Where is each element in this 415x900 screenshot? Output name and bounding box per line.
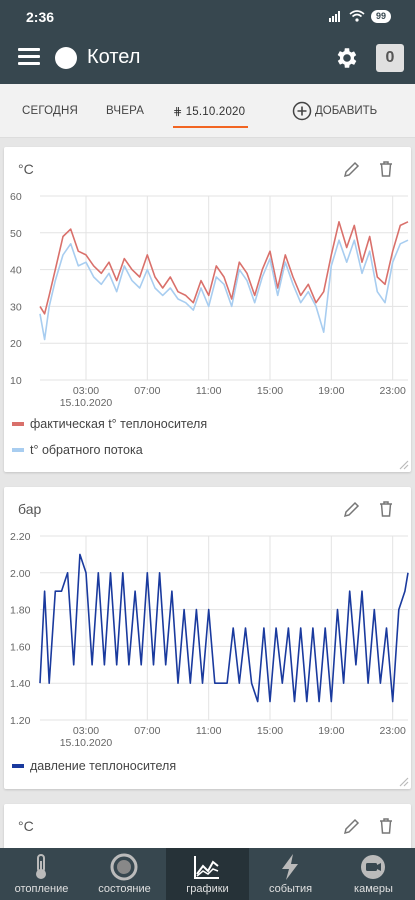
chart-card-temperature: °C 60 50 40 30 20 10 03:00 15.10.2020 07:00 11:00… xyxy=(4,147,411,472)
legend-label: давление теплоносителя xyxy=(30,759,177,773)
series-line xyxy=(39,239,409,341)
signal-icon xyxy=(328,11,340,22)
y-tick-label: 1.40 xyxy=(10,678,31,690)
date-tabs: СЕГОДНЯ ВЧЕРА ⋕ 15.10.2020 ДОБАВИТЬ xyxy=(0,84,415,138)
edit-icon[interactable] xyxy=(342,159,362,179)
x-tick-sublabel: 15.10.2020 xyxy=(60,737,113,749)
legend-swatch-red xyxy=(12,422,24,426)
nav-label: графики xyxy=(186,883,229,895)
legend-swatch-blue xyxy=(12,764,24,768)
nav-charts[interactable]: графики xyxy=(166,848,249,900)
nav-label: камеры xyxy=(354,883,393,895)
notification-counter[interactable]: 0 xyxy=(376,44,404,72)
y-tick-label: 40 xyxy=(10,265,22,277)
legend-swatch-blue xyxy=(12,448,24,452)
y-tick-label: 1.20 xyxy=(10,715,31,727)
y-tick-label: 60 xyxy=(10,191,22,203)
legend-label: фактическая t° теплоносителя xyxy=(30,417,208,431)
x-tick-label: 23:00 xyxy=(380,385,406,397)
status-time: 2:36 xyxy=(26,9,55,25)
add-chart-button[interactable]: ДОБАВИТЬ xyxy=(292,101,377,121)
x-tick-label: 23:00 xyxy=(380,725,406,737)
y-tick-label: 2.00 xyxy=(10,568,31,580)
tab-yesterday[interactable]: ВЧЕРА xyxy=(106,105,145,117)
camera-icon xyxy=(361,855,385,879)
trash-icon[interactable] xyxy=(376,159,396,179)
gear-icon[interactable] xyxy=(334,45,360,71)
lightning-icon xyxy=(282,854,298,880)
trash-icon[interactable] xyxy=(376,499,396,519)
menu-icon[interactable] xyxy=(18,48,40,66)
app-bar: Котел 0 xyxy=(0,32,415,84)
series-line xyxy=(39,221,409,315)
x-tick-label: 19:00 xyxy=(318,385,344,397)
connection-status-dot xyxy=(55,47,77,69)
thermometer-icon xyxy=(36,854,46,879)
tab-today[interactable]: СЕГОДНЯ xyxy=(22,105,79,117)
nav-label: события xyxy=(268,883,313,895)
tab-date-label: 15.10.2020 xyxy=(185,106,246,118)
bottom-navigation: отопление состояние графики события каме… xyxy=(0,848,415,900)
y-tick-label: 10 xyxy=(10,375,22,387)
trash-icon[interactable] xyxy=(376,816,396,836)
x-tick-label: 19:00 xyxy=(318,725,344,737)
add-circle-icon xyxy=(292,101,312,121)
legend-item: фактическая t° теплоносителя xyxy=(12,417,207,431)
edit-icon[interactable] xyxy=(342,816,362,836)
calendar-glyph-icon: ⋕ xyxy=(173,106,186,118)
tab-active-indicator xyxy=(173,126,248,128)
nav-cameras[interactable]: камеры xyxy=(332,848,415,900)
series-line xyxy=(39,553,409,703)
x-tick-sublabel: 15.10.2020 xyxy=(60,397,113,409)
nav-events[interactable]: события xyxy=(249,848,332,900)
chart-unit-label: °C xyxy=(18,161,34,177)
x-tick-label: 15:00 xyxy=(257,385,283,397)
x-tick-label: 11:00 xyxy=(196,725,222,737)
status-ring-icon xyxy=(110,853,138,881)
resize-handle-icon[interactable] xyxy=(397,458,409,470)
chart-unit-label: бар xyxy=(18,501,42,517)
resize-handle-icon[interactable] xyxy=(397,775,409,787)
battery-indicator: 99 xyxy=(370,9,391,23)
edit-icon[interactable] xyxy=(342,499,362,519)
nav-label: отопление xyxy=(14,883,69,895)
legend-item: t° обратного потока xyxy=(12,443,143,457)
x-tick-label: 07:00 xyxy=(134,385,160,397)
y-tick-label: 50 xyxy=(10,228,22,240)
nav-heating[interactable]: отопление xyxy=(0,848,83,900)
x-tick-label: 15:00 xyxy=(257,725,283,737)
chart-unit-label: °C xyxy=(18,818,34,834)
x-tick-label: 03:00 xyxy=(73,385,99,397)
y-tick-label: 2.20 xyxy=(10,531,31,543)
x-tick-label: 07:00 xyxy=(134,725,160,737)
x-tick-label: 03:00 xyxy=(73,725,99,737)
chart-card-pressure: бар 2.20 2.00 1.80 1.60 1.40 1.20 03:00 15.10.2… xyxy=(4,487,411,789)
legend-label: t° обратного потока xyxy=(30,443,143,457)
legend-item: давление теплоносителя xyxy=(12,759,176,773)
page-title: Котел xyxy=(87,46,141,68)
x-tick-label: 11:00 xyxy=(196,385,222,397)
status-bar: 2:36 99 xyxy=(0,0,415,32)
nav-status[interactable]: состояние xyxy=(83,848,166,900)
chart-icon xyxy=(194,856,219,879)
nav-label: состояние xyxy=(98,883,151,895)
y-tick-label: 1.80 xyxy=(10,605,31,617)
add-button-label: ДОБАВИТЬ xyxy=(315,105,378,117)
y-tick-label: 20 xyxy=(10,338,22,350)
tab-selected-date[interactable]: ⋕ 15.10.2020 xyxy=(173,105,245,118)
wifi-icon xyxy=(349,10,365,22)
y-tick-label: 30 xyxy=(10,301,22,313)
y-tick-label: 1.60 xyxy=(10,641,31,653)
